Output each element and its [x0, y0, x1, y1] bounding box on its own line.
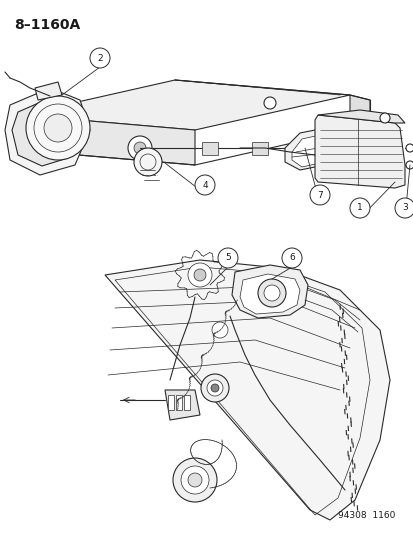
Circle shape	[188, 473, 202, 487]
Circle shape	[90, 48, 110, 68]
Polygon shape	[35, 82, 62, 100]
Circle shape	[206, 380, 223, 396]
Circle shape	[134, 142, 146, 154]
Circle shape	[218, 248, 237, 268]
Polygon shape	[168, 395, 173, 410]
Circle shape	[281, 248, 301, 268]
Polygon shape	[314, 115, 404, 188]
Circle shape	[211, 322, 228, 338]
Circle shape	[194, 269, 206, 281]
Circle shape	[263, 285, 279, 301]
Circle shape	[188, 263, 211, 287]
Text: 3: 3	[401, 204, 407, 213]
Polygon shape	[176, 395, 182, 410]
Text: 6: 6	[288, 254, 294, 262]
Polygon shape	[183, 395, 190, 410]
Text: 2: 2	[97, 53, 102, 62]
Text: 1: 1	[356, 204, 362, 213]
Text: 5: 5	[225, 254, 230, 262]
Circle shape	[379, 113, 389, 123]
Polygon shape	[20, 80, 349, 130]
Polygon shape	[284, 128, 329, 170]
Circle shape	[211, 384, 218, 392]
Circle shape	[321, 137, 337, 153]
Polygon shape	[5, 88, 90, 175]
Polygon shape	[20, 115, 195, 165]
Polygon shape	[252, 142, 267, 155]
Circle shape	[201, 374, 228, 402]
Polygon shape	[165, 390, 199, 420]
Circle shape	[180, 466, 209, 494]
Circle shape	[134, 148, 161, 176]
Polygon shape	[231, 265, 307, 318]
Circle shape	[257, 279, 285, 307]
Polygon shape	[349, 95, 369, 135]
Circle shape	[26, 96, 90, 160]
Text: 8–1160A: 8–1160A	[14, 18, 80, 32]
Circle shape	[128, 136, 152, 160]
Circle shape	[349, 198, 369, 218]
Circle shape	[195, 175, 214, 195]
Circle shape	[405, 161, 413, 169]
Polygon shape	[240, 274, 299, 314]
Text: 7: 7	[316, 190, 322, 199]
Polygon shape	[202, 142, 218, 155]
Polygon shape	[291, 135, 323, 167]
Circle shape	[309, 185, 329, 205]
Text: 94308  1160: 94308 1160	[337, 511, 394, 520]
Circle shape	[44, 114, 72, 142]
Polygon shape	[105, 260, 389, 520]
Circle shape	[405, 144, 413, 152]
Text: 4: 4	[202, 181, 207, 190]
Polygon shape	[317, 110, 404, 123]
Circle shape	[394, 198, 413, 218]
Polygon shape	[12, 98, 78, 166]
Circle shape	[173, 458, 216, 502]
Circle shape	[263, 97, 275, 109]
